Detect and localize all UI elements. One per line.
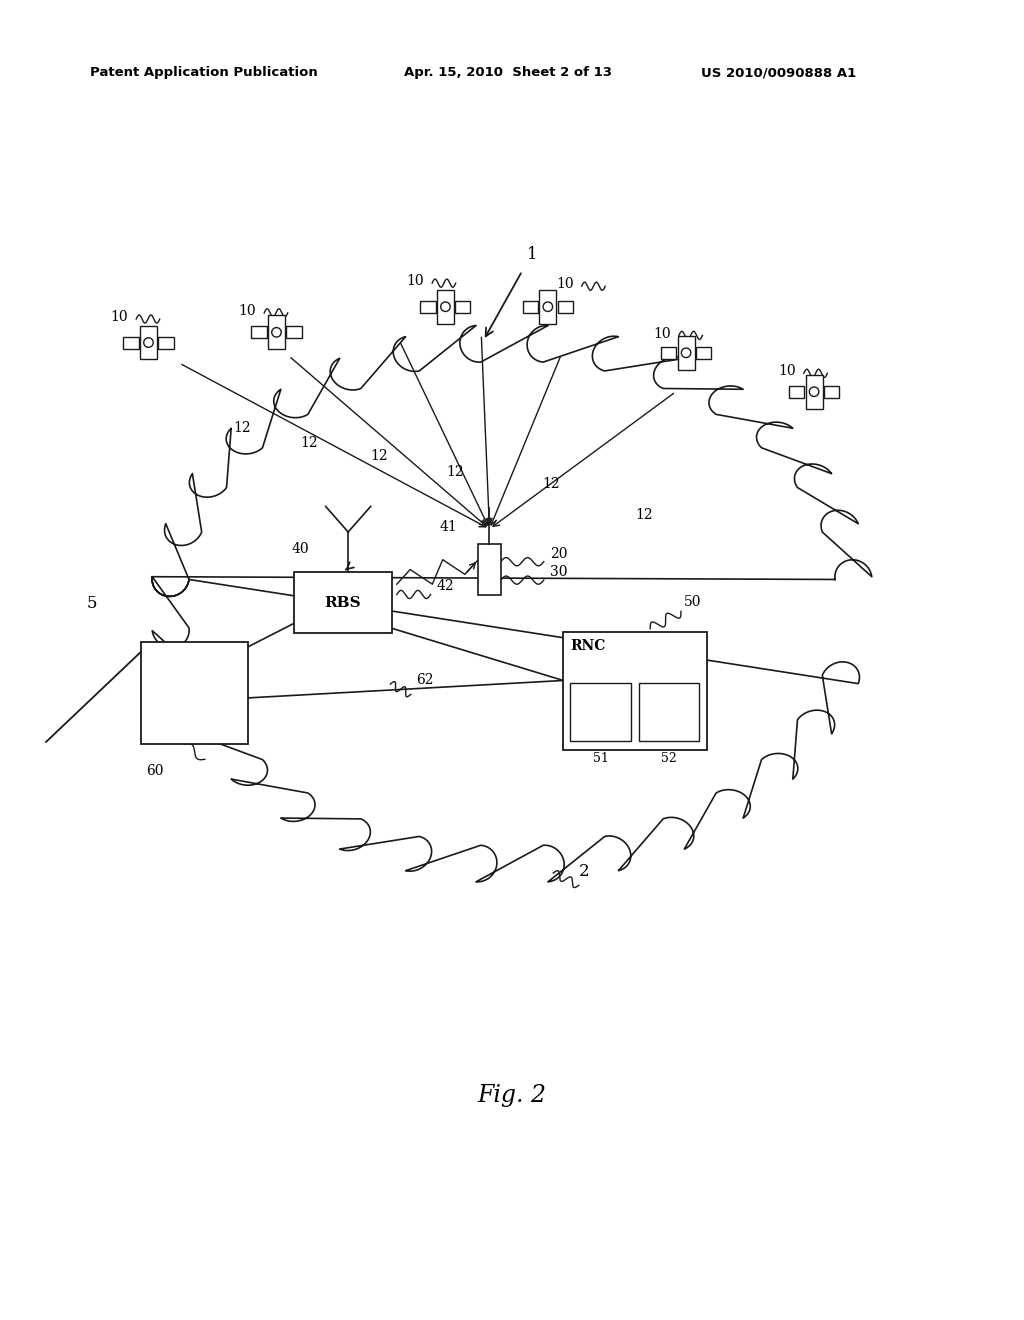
Text: Patent Application Publication: Patent Application Publication [90,66,317,79]
Text: 12: 12 [371,449,388,463]
Text: 10: 10 [556,277,573,292]
Text: Fig. 2: Fig. 2 [477,1084,547,1106]
Text: 1: 1 [527,246,538,263]
Text: 51: 51 [593,751,608,764]
Circle shape [271,327,282,337]
Text: US 2010/0090888 A1: US 2010/0090888 A1 [701,66,857,79]
Bar [570,682,631,742]
Text: 10: 10 [653,326,671,341]
Bar [478,544,501,595]
Bar [540,290,556,323]
Text: Apr. 15, 2010  Sheet 2 of 13: Apr. 15, 2010 Sheet 2 of 13 [404,66,612,79]
Bar [437,290,454,323]
Bar [295,572,392,634]
Bar [563,632,707,750]
Bar [141,642,248,744]
Circle shape [681,348,691,358]
Circle shape [543,302,553,312]
Text: 30: 30 [550,565,567,579]
Text: 10: 10 [407,275,424,288]
Circle shape [809,387,819,396]
Bar [268,315,285,350]
Text: 10: 10 [239,304,256,318]
Bar [662,347,677,359]
Text: RBS: RBS [325,595,361,610]
Bar [124,337,139,348]
Bar [158,337,173,348]
Bar [286,326,301,338]
Text: 12: 12 [233,421,251,434]
Bar [639,682,699,742]
Text: 60: 60 [146,764,164,779]
Text: 12: 12 [446,465,464,479]
Text: 10: 10 [778,364,796,379]
Bar [252,326,267,338]
Text: 20: 20 [550,546,567,561]
Text: 12: 12 [300,436,317,450]
Bar [421,301,436,313]
Text: 42: 42 [436,579,455,594]
Text: 40: 40 [292,543,309,557]
Text: 12: 12 [543,477,560,491]
Bar [557,301,572,313]
Circle shape [143,338,154,347]
Bar [678,337,694,370]
Text: 52: 52 [662,751,677,764]
Bar [140,326,157,359]
Text: 41: 41 [439,520,457,535]
Bar [806,375,822,409]
Bar [790,385,805,397]
Text: 5: 5 [87,595,97,612]
Circle shape [440,302,451,312]
Bar [455,301,470,313]
Text: 62: 62 [416,673,433,688]
Text: RNC: RNC [570,639,606,653]
Text: 10: 10 [111,310,128,325]
Bar [695,347,711,359]
Bar [523,301,539,313]
Text: 50: 50 [684,595,701,610]
Text: 2: 2 [579,863,589,879]
Bar [823,385,839,397]
Text: 12: 12 [635,508,652,521]
